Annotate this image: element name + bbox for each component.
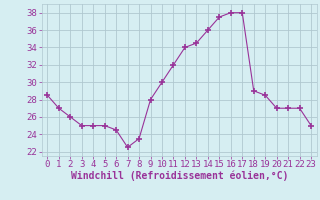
X-axis label: Windchill (Refroidissement éolien,°C): Windchill (Refroidissement éolien,°C) [70,171,288,181]
